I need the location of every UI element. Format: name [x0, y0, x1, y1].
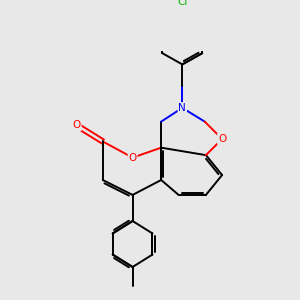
Text: Cl: Cl: [177, 0, 188, 7]
Text: N: N: [178, 103, 186, 113]
Text: O: O: [73, 120, 81, 130]
Text: O: O: [218, 134, 226, 144]
Text: O: O: [128, 153, 137, 163]
